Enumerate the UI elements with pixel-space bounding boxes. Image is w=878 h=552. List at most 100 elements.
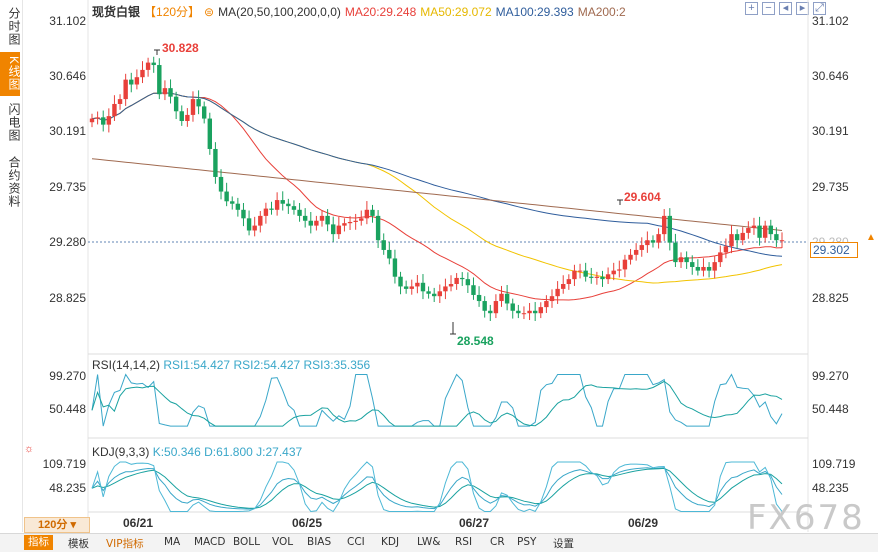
bottom-tab-indicators[interactable]: 指标 [24, 535, 53, 550]
candle-up [409, 286, 414, 289]
candle-up [538, 307, 543, 314]
candle-down [488, 310, 493, 314]
rsi-axis-right-1: 50.448 [812, 402, 849, 416]
settings-icon[interactable]: ⊜ [204, 5, 215, 19]
candle-down [246, 218, 252, 231]
candle-down [168, 88, 173, 97]
candle-up [145, 62, 151, 70]
bottom-tab-rsi[interactable]: RSI [455, 536, 473, 548]
ma20-value: MA20:29.248 [344, 5, 417, 19]
candle-up [544, 301, 549, 308]
bottom-tab-bias[interactable]: BIAS [307, 536, 332, 548]
bottom-tab-cr[interactable]: CR [490, 536, 505, 548]
date-label-3: 06/29 [628, 516, 659, 530]
y-left-3: 29.735 [49, 180, 86, 194]
candle-down [101, 117, 106, 125]
tab-timeshare[interactable]: 分时图 [7, 6, 21, 46]
y-right-2: 30.191 [812, 124, 849, 138]
indicator-bar: 指标 模板 VIP指标 MA MACD BOLL VOL BIAS CCI KD… [0, 533, 878, 552]
rsi-axis-left-0: 99.270 [49, 369, 86, 383]
bottom-tab-kdj[interactable]: KDJ [381, 536, 400, 548]
candle-down [151, 62, 156, 66]
candle-down [757, 225, 762, 238]
candle-down [532, 310, 538, 314]
bottom-tab-settings[interactable]: 设置 [553, 538, 574, 550]
date-label-0: 06/21 [123, 516, 154, 530]
ma200-line [91, 158, 783, 231]
candle-down [516, 310, 521, 314]
rsi-legend: RSI(14,14,2) RSI1:54.427 RSI2:54.427 RSI… [92, 358, 370, 372]
kdj-params: KDJ(9,3,3) [92, 445, 150, 459]
fullscreen-icon[interactable]: ⤢ [813, 2, 826, 15]
candle-up [577, 270, 583, 272]
candle-up [162, 88, 168, 95]
period-button[interactable]: 120分 ▾ [24, 517, 90, 533]
candle-down [286, 203, 291, 207]
candle-down [768, 225, 773, 235]
candle-down [426, 291, 431, 294]
candle-down [196, 99, 201, 107]
candle-down [600, 276, 605, 280]
candle-up [185, 114, 190, 121]
bottom-tab-psy[interactable]: PSY [517, 536, 537, 548]
ma-legend: 现货白银 【120分】 ⊜ MA(20,50,100,200,0,0) MA20:29.… [92, 3, 630, 19]
tab-contract-info[interactable]: 合约资料 [7, 156, 21, 208]
candle-down [297, 209, 302, 216]
candle-up [645, 240, 650, 246]
candle-up [701, 266, 706, 271]
bottom-tab-template[interactable]: 模板 [68, 538, 89, 550]
kdj-k-value: K:50.346 [152, 445, 201, 459]
candle-down [325, 215, 330, 225]
candle-down [510, 303, 515, 311]
candle-down [308, 220, 313, 226]
candle-up [779, 240, 785, 242]
candle-up [639, 245, 644, 250]
candle-down [695, 266, 701, 271]
chart-controls: + − ◂ ▸ ⤢ [745, 2, 826, 15]
candle-down [280, 200, 285, 204]
candle-up [521, 313, 527, 315]
candle-down [650, 240, 656, 243]
candle-up [117, 99, 123, 104]
candle-down [269, 208, 274, 210]
ma200-value: MA200:2 [577, 5, 626, 19]
candle-down [235, 203, 241, 210]
candle-up [448, 284, 454, 287]
y-left-1: 30.646 [49, 69, 86, 83]
candle-down [465, 279, 471, 286]
candle-up [499, 293, 504, 302]
candle-up [353, 220, 358, 222]
candle-down [420, 282, 426, 292]
tab-flash[interactable]: 闪电图 [7, 102, 21, 142]
sun-icon[interactable]: ☼ [24, 443, 35, 455]
bottom-tab-vol[interactable]: VOL [272, 536, 294, 548]
bottom-tab-vip[interactable]: VIP指标 [106, 538, 144, 550]
plus-icon[interactable]: + [745, 2, 758, 15]
candle-down [331, 224, 336, 235]
y-right-1: 30.646 [812, 69, 849, 83]
candle-down [201, 106, 207, 119]
rsi3-line [91, 380, 783, 427]
bottom-tab-ma[interactable]: MA [164, 536, 181, 548]
candle-down [218, 176, 224, 192]
minus-icon[interactable]: − [762, 2, 775, 15]
bottom-tab-cci[interactable]: CCI [347, 536, 365, 548]
tab-kline[interactable]: K线图 [0, 52, 21, 96]
bottom-tab-boll[interactable]: BOLL [233, 536, 260, 548]
left-arrow-icon[interactable]: ◂ [779, 2, 792, 15]
kdj-axis-right-0: 109.719 [812, 457, 856, 471]
period-label[interactable]: 【120分】 [144, 5, 201, 19]
rsi1-line [91, 373, 783, 427]
period-button-label: 120分 [38, 519, 68, 531]
candle-down [392, 258, 398, 277]
candle-up [678, 257, 684, 263]
candle-down [471, 285, 476, 295]
candle-up [561, 284, 566, 289]
bottom-tab-macd[interactable]: MACD [194, 536, 226, 548]
kdj-legend: KDJ(9,3,3) K:50.346 D:61.800 J:27.437 [92, 445, 302, 459]
candle-down [213, 148, 218, 177]
candle-up [112, 103, 117, 117]
candle-up [527, 310, 532, 314]
bottom-tab-lw[interactable]: LW& [417, 536, 441, 548]
